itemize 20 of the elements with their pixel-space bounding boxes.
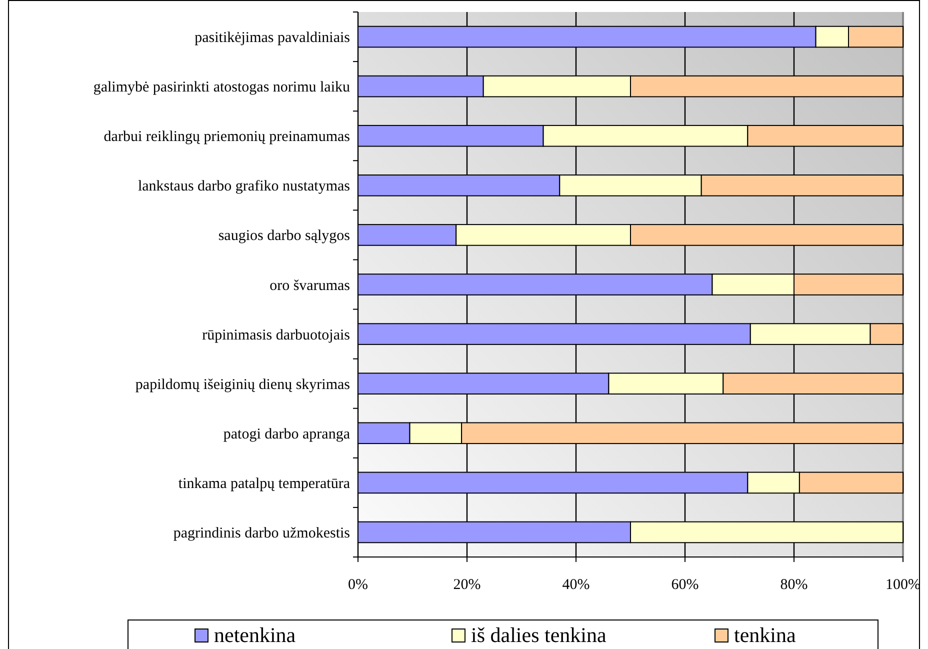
y-tick-label: patogi darbo apranga bbox=[223, 426, 350, 442]
y-tick-label: darbui reiklingų priemonių preinamumas bbox=[104, 129, 350, 146]
x-tick-label: 0% bbox=[348, 577, 368, 593]
x-tick-label: 60% bbox=[671, 577, 699, 593]
y-tick-label: galimybė pasirinkti atostogas norimu laiku bbox=[93, 80, 350, 96]
y-tick-label: saugios darbo sąlygos bbox=[218, 228, 350, 244]
y-tick-label: rūpinimasis darbuotojais bbox=[202, 327, 350, 344]
x-tick-label: 100% bbox=[886, 577, 920, 593]
y-tick-label: tinkama patalpų temperatūra bbox=[178, 476, 350, 492]
y-tick-label: pagrindinis darbo užmokestis bbox=[173, 525, 350, 542]
legend-label: tenkina bbox=[734, 623, 796, 647]
y-tick-label: papildomų išeiginių dienų skyrimas bbox=[135, 376, 350, 393]
x-tick-label: 40% bbox=[562, 577, 590, 593]
y-tick-label: oro švarumas bbox=[270, 278, 350, 294]
y-tick-label: pasitikėjimas pavaldiniais bbox=[194, 30, 350, 46]
y-tick-label: lankstaus darbo grafiko nustatymas bbox=[138, 178, 350, 195]
x-tick-label: 20% bbox=[453, 577, 481, 593]
legend-label: iš dalies tenkina bbox=[471, 623, 607, 647]
legend-label: netenkina bbox=[214, 623, 296, 647]
x-tick-label: 80% bbox=[780, 577, 808, 593]
